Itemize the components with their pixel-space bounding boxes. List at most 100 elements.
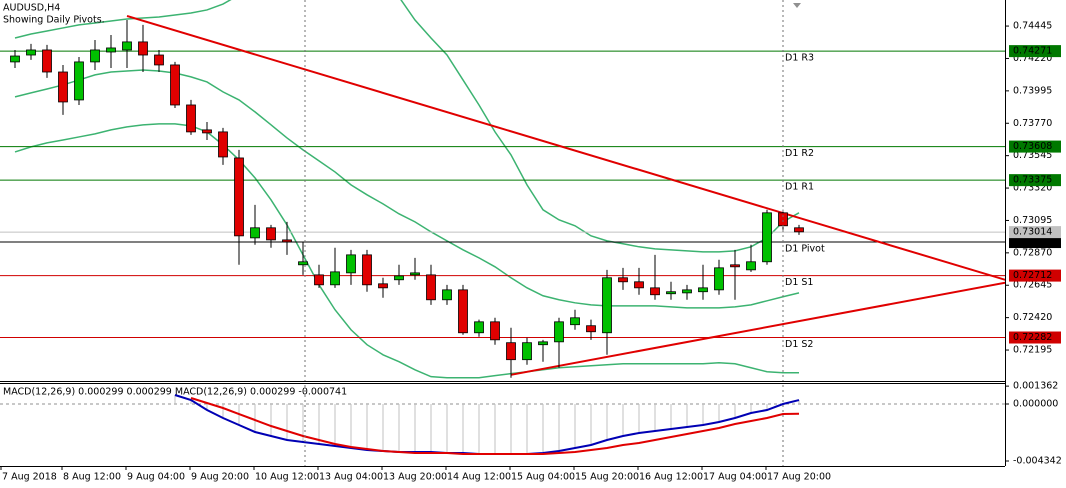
candle-body [602,277,612,334]
pivot-label: D1 Pivot [785,244,825,255]
candle-body [746,261,756,271]
price-box [1009,269,1061,282]
price-box [1009,140,1061,153]
y-tick-label: 0.73995 [1013,85,1052,96]
bollinger-band [14,123,799,379]
candle-body [330,271,340,286]
macd-y-tick-label: 0.000000 [1013,399,1058,410]
candle-body [234,157,244,237]
macd-panel [0,394,1005,456]
candle-body [202,129,212,134]
candle-body [666,291,676,295]
price-panel [0,0,1005,379]
candle-body [794,227,804,233]
x-tick-label: 16 Aug 12:00 [639,472,703,483]
candle-body [266,227,276,241]
price-box [1009,174,1061,187]
y-tick-label: 0.74220 [1013,53,1052,64]
candle-body [522,342,532,361]
candle-body [650,287,660,296]
price-box [1009,45,1061,58]
chart-title: AUDUSD,H4 [3,3,60,14]
x-tick-label: 10 Aug 12:00 [255,472,319,483]
x-tick-label: 17 Aug 04:00 [703,472,767,483]
candle-body [778,212,788,227]
candle-body [730,264,740,268]
candle-body [26,49,36,56]
x-tick-label: 8 Aug 12:00 [63,472,121,483]
candle-body [42,49,52,73]
candle-body [314,274,324,286]
candle-body [74,61,84,101]
candle-body [538,341,548,346]
y-tick-label: 0.74445 [1013,21,1052,32]
candle-body [634,281,644,289]
x-tick-label: 17 Aug 20:00 [767,472,831,483]
candle-body [58,71,68,103]
candle-body [10,55,20,63]
y-tick-label: 0.73095 [1013,215,1052,226]
bid-box [1009,226,1061,239]
candle-body [346,254,356,274]
candle-body [394,275,404,281]
candle-body [298,261,308,266]
x-tick-label: 15 Aug 04:00 [511,472,575,483]
bid-label: 0.73014 [1013,227,1052,238]
candle-body [282,239,292,243]
bollinger-band [14,0,800,253]
candle-body [554,321,564,343]
candle-body [586,325,596,333]
axes: 0.74445 0.74220 0.73995 0.73770 0.73545 0.733… [0,21,1062,483]
candle-body [426,274,436,301]
x-tick-label: 9 Aug 04:00 [127,472,185,483]
price-box-label: 0.73608 [1013,141,1052,152]
price-box-label: 0.74271 [1013,46,1052,57]
price-box-label: 0.72282 [1013,332,1052,343]
candle-body [122,41,132,51]
trendline [126,15,1005,281]
candle-body [698,287,708,293]
candle-body [90,49,100,63]
y-tick-label: 0.72870 [1013,247,1052,258]
y-tick-label: 0.72420 [1013,312,1052,323]
price-box-label: 0.72945 [1013,237,1052,248]
pivot-label: D1 R2 [785,148,814,159]
trendline [510,281,1005,376]
y-tick-label: 0.73320 [1013,183,1052,194]
candle-body [138,41,148,56]
x-tick-label: 13 Aug 20:00 [383,472,447,483]
shift-marker [793,3,801,8]
macd-y-tick-label: 0.001362 [1013,381,1058,392]
candle-body [714,267,724,291]
macd-line [190,397,800,456]
candle-body [506,342,516,361]
candle-body [618,277,628,283]
candle-body [218,131,228,158]
candle-body [378,283,388,289]
pivot-label: D1 R3 [785,53,814,64]
x-tick-label: 14 Aug 12:00 [447,472,511,483]
y-tick-label: 0.73770 [1013,118,1052,129]
pivot-label: D1 S2 [785,339,813,350]
candle-body [170,64,180,106]
macd-label: MACD(12,26,9) 0.000299 0.000299 MACD(12,… [3,387,347,398]
y-tick-label: 0.72195 [1013,345,1052,356]
price-box-label: 0.73375 [1013,175,1052,186]
candle-body [458,289,468,334]
candle-body [570,317,580,326]
x-tick-label: 9 Aug 20:00 [191,472,249,483]
candle-body [106,47,116,53]
macd-y-tick-label: -0.004342 [1013,455,1062,466]
y-tick-label: 0.72645 [1013,280,1052,291]
chart-subtitle: Showing Daily Pivots. [3,15,105,26]
candle-body [442,289,452,301]
candle-body [474,321,484,334]
x-tick-label: 7 Aug 2018 [2,472,57,483]
x-tick-label: 15 Aug 20:00 [575,472,639,483]
candle-body [154,54,164,66]
candle-body [682,289,692,294]
candle-body [186,104,196,133]
